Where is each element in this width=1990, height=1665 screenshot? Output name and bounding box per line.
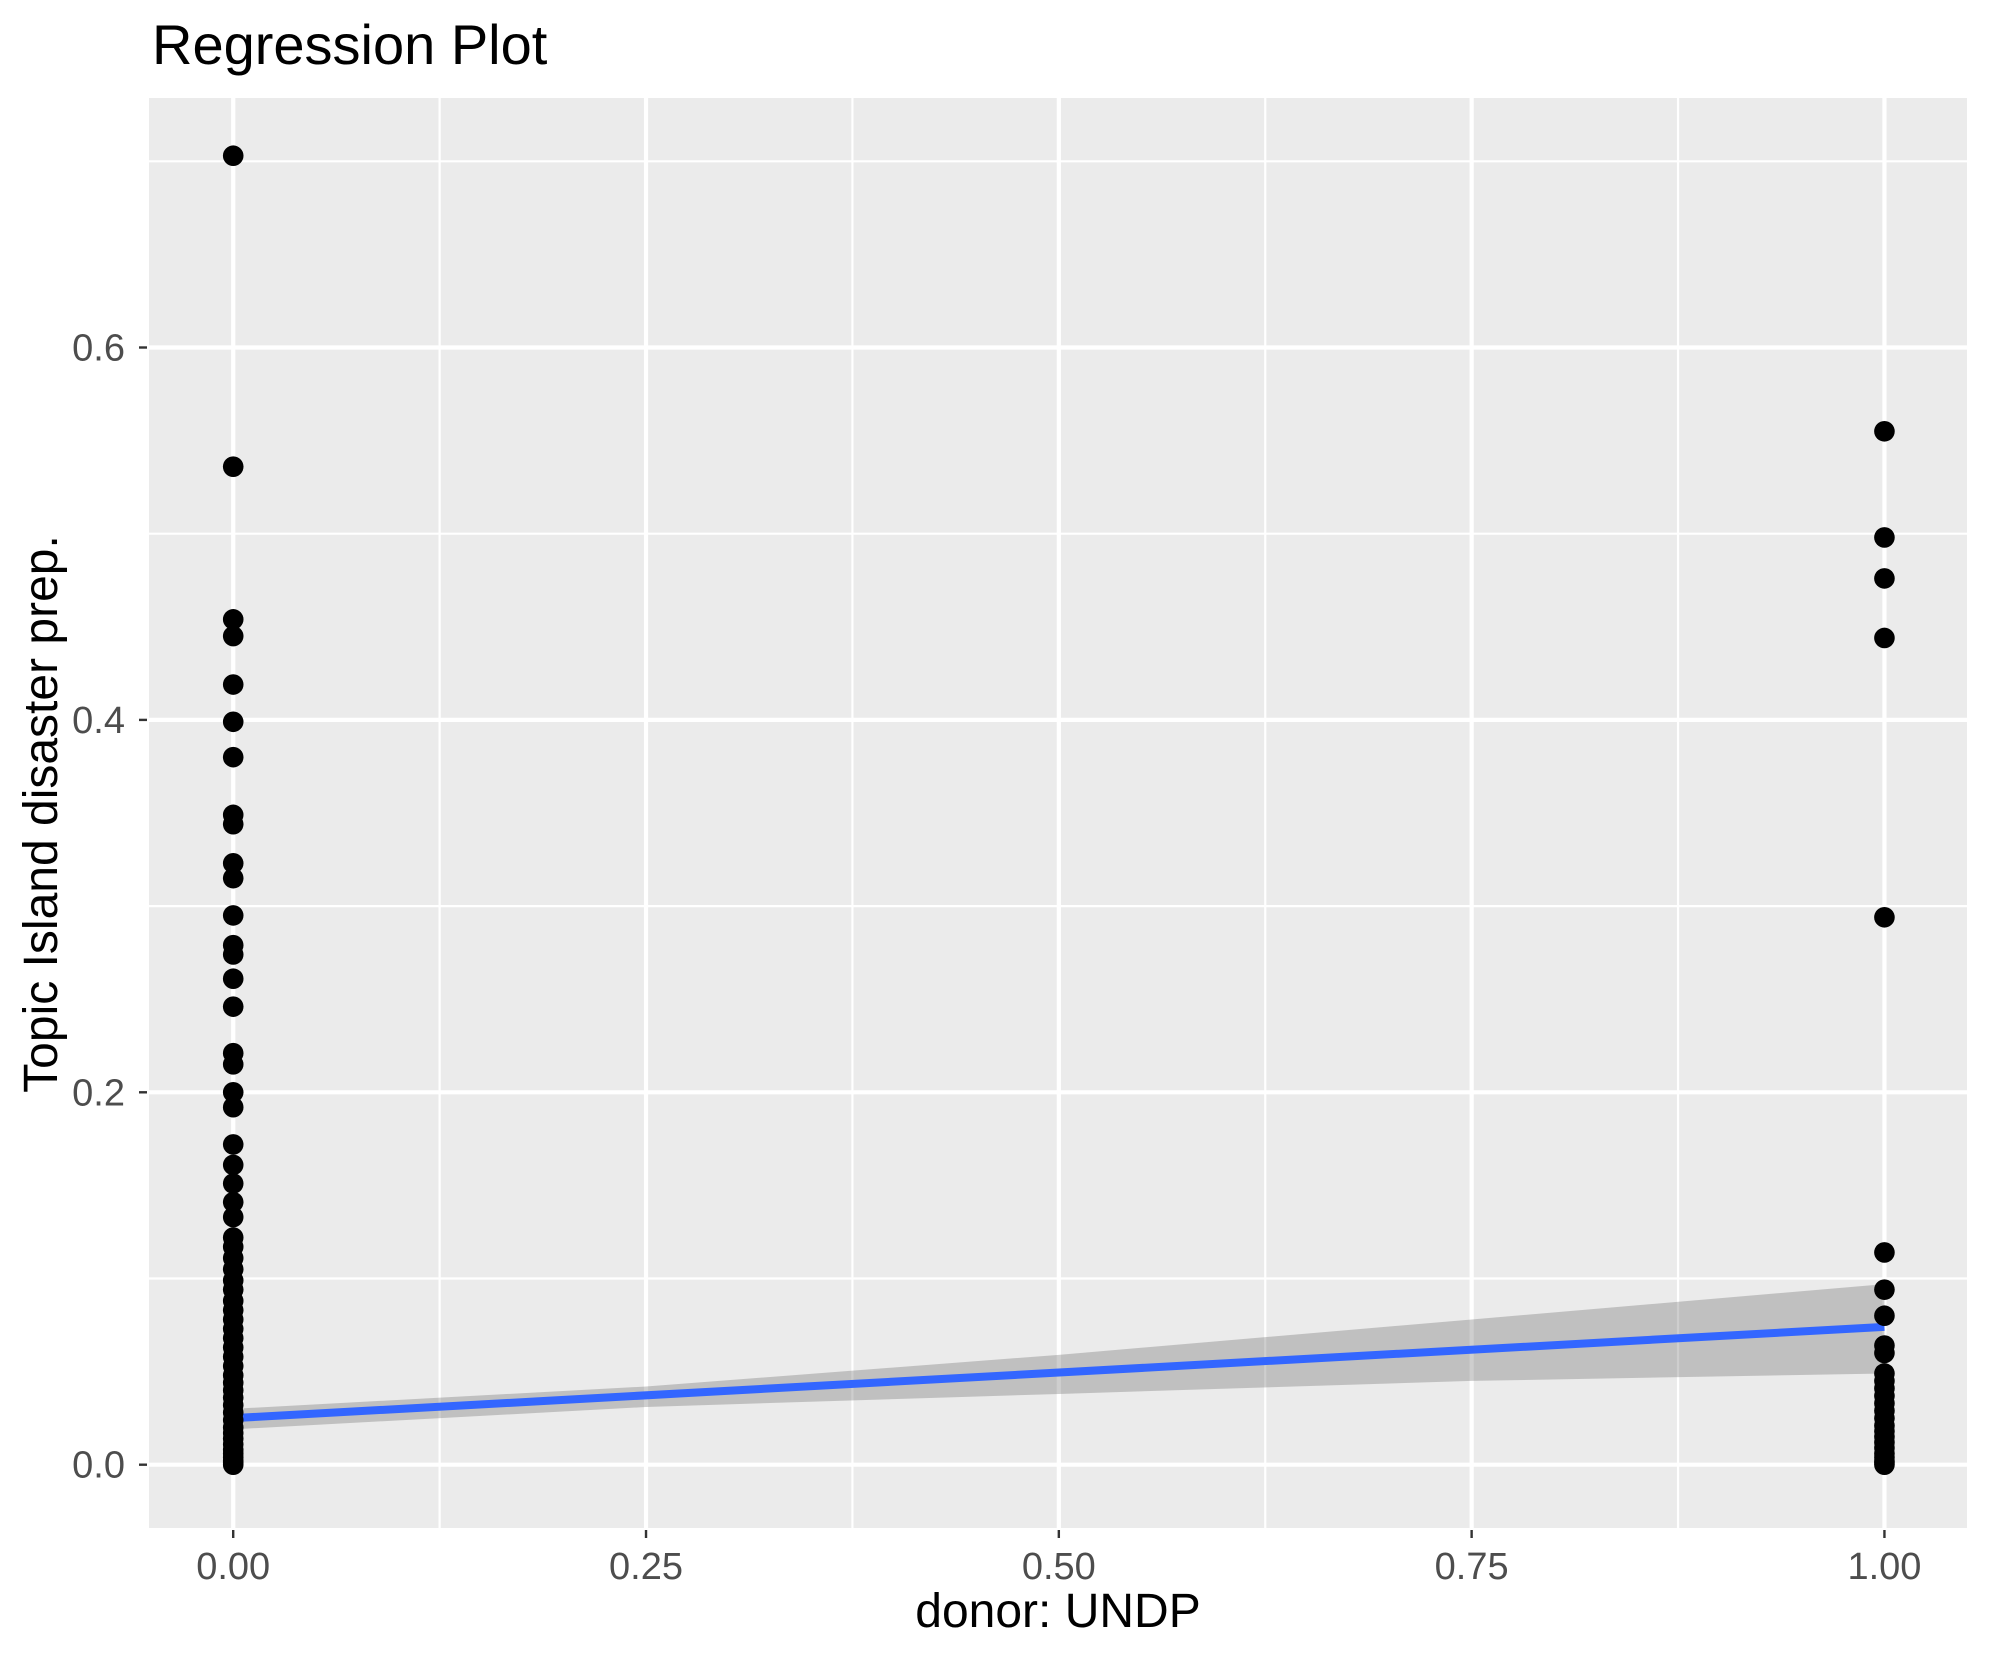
data-point — [1874, 1305, 1895, 1327]
data-point — [1874, 627, 1895, 649]
data-point — [1874, 527, 1895, 548]
x-tick-label: 1.00 — [1847, 1546, 1921, 1588]
data-point — [222, 996, 244, 1017]
data-point — [1874, 420, 1895, 442]
data-point — [222, 968, 244, 990]
y-tick-label: 0.6 — [72, 328, 125, 370]
data-point — [222, 905, 244, 926]
data-point — [222, 944, 244, 965]
y-tick-label: 0.2 — [72, 1072, 125, 1114]
data-point — [1874, 906, 1895, 928]
data-point — [222, 1134, 244, 1155]
data-point — [222, 1081, 244, 1103]
x-tick-label: 0.75 — [1435, 1546, 1509, 1588]
x-tick-label: 0.50 — [1022, 1546, 1096, 1588]
data-point — [1874, 1242, 1895, 1263]
data-point — [222, 1454, 244, 1475]
x-axis-title: donor: UNDP — [915, 1585, 1201, 1638]
data-point — [222, 852, 244, 874]
data-point — [222, 1173, 244, 1194]
y-tick-label: 0.4 — [72, 700, 125, 742]
y-tick-label: 0.0 — [72, 1445, 125, 1487]
regression-line — [232, 1322, 1885, 1423]
x-tick-label: 0.00 — [196, 1546, 270, 1588]
data-point — [1874, 1279, 1895, 1300]
data-point — [1874, 568, 1895, 589]
data-point — [222, 1054, 244, 1075]
data-point — [222, 1096, 244, 1118]
data-point — [1874, 1342, 1895, 1364]
y-axis-title: Topic Island disaster prep. — [15, 535, 68, 1093]
data-point — [222, 674, 244, 695]
x-tick-label: 0.25 — [609, 1546, 683, 1588]
data-point — [1874, 1454, 1895, 1475]
chart-title: Regression Plot — [152, 13, 548, 76]
data-point — [222, 711, 244, 733]
data-point — [222, 1154, 244, 1176]
data-point — [222, 1191, 244, 1213]
data-point — [222, 867, 244, 889]
data-point — [222, 609, 244, 630]
data-point — [222, 746, 244, 768]
data-point — [222, 456, 244, 477]
data-point — [222, 145, 244, 167]
data-point — [222, 813, 244, 835]
data-point — [222, 1206, 244, 1228]
data-point — [222, 625, 244, 647]
